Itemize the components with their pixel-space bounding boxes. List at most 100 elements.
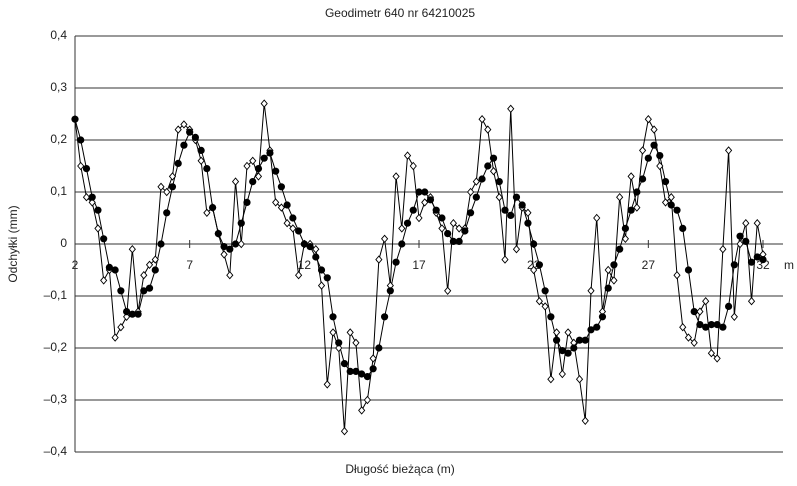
diamond-marker xyxy=(736,239,744,249)
diamond-marker xyxy=(243,161,251,171)
circle-marker xyxy=(398,240,406,248)
diamond-marker xyxy=(604,265,612,275)
y-tick-label: –0,1 xyxy=(44,288,68,302)
circle-marker xyxy=(346,367,354,375)
diamond-marker xyxy=(438,224,446,233)
circle-marker xyxy=(495,178,503,186)
diamond-marker xyxy=(575,375,584,384)
circle-marker xyxy=(123,308,131,316)
circle-marker xyxy=(283,201,291,209)
circle-marker xyxy=(444,230,452,238)
diamond-marker xyxy=(369,354,377,363)
circle-marker xyxy=(696,321,704,329)
x-tick-label: 7 xyxy=(186,258,193,272)
diamond-marker xyxy=(707,349,715,358)
y-tick-label: 0,2 xyxy=(50,132,67,146)
diamond-marker xyxy=(88,198,96,207)
diamond-marker xyxy=(507,104,515,113)
y-tick-label: 0,3 xyxy=(50,80,67,94)
diamond-marker xyxy=(415,213,423,223)
y-tick-label: –0,3 xyxy=(44,392,68,406)
diamond-marker xyxy=(237,239,245,249)
diamond-marker xyxy=(289,224,297,233)
diamond-marker xyxy=(323,380,331,389)
diamond-marker xyxy=(644,115,652,124)
diamond-marker xyxy=(100,276,108,285)
diamond-marker xyxy=(587,286,595,295)
y-tick-label: 0,1 xyxy=(50,184,67,198)
diamond-marker xyxy=(174,125,182,134)
circle-marker xyxy=(633,188,641,196)
circle-marker xyxy=(272,167,280,175)
circle-marker xyxy=(340,360,349,368)
circle-marker xyxy=(518,201,526,209)
circle-marker xyxy=(94,206,102,214)
circle-marker xyxy=(312,253,320,261)
diamond-marker xyxy=(329,328,337,337)
circle-marker xyxy=(323,274,331,282)
circle-marker xyxy=(656,152,664,160)
diamond-marker xyxy=(272,198,280,207)
circle-marker xyxy=(587,326,595,334)
circle-marker xyxy=(530,240,538,248)
circle-marker xyxy=(736,232,744,240)
diamond-marker xyxy=(656,161,664,171)
circle-marker xyxy=(489,154,498,162)
diamond-marker xyxy=(375,255,383,264)
diamond-marker xyxy=(449,219,457,228)
circle-marker xyxy=(725,302,733,310)
circle-marker xyxy=(639,175,647,183)
circle-marker xyxy=(564,349,572,357)
circle-marker xyxy=(289,214,297,222)
diamond-marker xyxy=(398,224,406,233)
diamond-marker xyxy=(742,219,750,228)
diamond-marker xyxy=(530,265,538,275)
circle-marker xyxy=(575,336,584,344)
circle-marker xyxy=(77,136,85,144)
circle-marker xyxy=(415,188,423,196)
circle-marker xyxy=(191,133,199,141)
circle-marker xyxy=(186,128,194,136)
circle-marker xyxy=(593,323,601,331)
circle-marker xyxy=(650,141,658,149)
diamond-marker xyxy=(168,172,177,181)
circle-marker xyxy=(478,175,486,183)
diamond-marker xyxy=(547,375,555,384)
diamond-marker xyxy=(203,208,211,217)
diamond-marker xyxy=(249,156,257,165)
circle-marker xyxy=(541,287,549,295)
y-tick-label: 0 xyxy=(60,236,67,250)
circle-marker xyxy=(237,219,245,227)
diamond-marker xyxy=(283,219,291,228)
diamond-marker xyxy=(621,234,629,243)
diamond-marker xyxy=(467,187,475,197)
diamond-marker xyxy=(524,208,532,217)
diamond-marker xyxy=(478,115,486,124)
diamond-marker xyxy=(123,312,131,321)
diamond-marker xyxy=(197,156,205,165)
circle-marker xyxy=(140,287,148,295)
circle-marker xyxy=(231,240,240,248)
y-tick-label: –0,4 xyxy=(44,444,68,458)
diamond-marker xyxy=(558,369,566,379)
circle-marker xyxy=(363,373,371,381)
circle-marker xyxy=(71,115,79,123)
diamond-marker xyxy=(725,146,733,155)
diamond-marker xyxy=(409,161,417,171)
circle-marker xyxy=(616,245,624,253)
diamond-marker xyxy=(581,416,589,425)
x-tick-label: 17 xyxy=(412,258,426,272)
diamond-marker xyxy=(719,245,727,254)
circle-marker xyxy=(432,206,440,214)
diamond-marker xyxy=(312,245,320,254)
circle-marker xyxy=(105,263,113,271)
circle-marker xyxy=(667,201,675,209)
circle-marker xyxy=(707,321,716,329)
diamond-marker xyxy=(226,271,234,280)
diamond-marker xyxy=(512,245,521,254)
x-axis-label: Długość bieżąca (m) xyxy=(345,462,454,476)
diamond-marker xyxy=(593,213,601,223)
circle-marker xyxy=(249,178,257,186)
circle-marker xyxy=(702,323,710,331)
diamond-marker xyxy=(753,219,761,228)
